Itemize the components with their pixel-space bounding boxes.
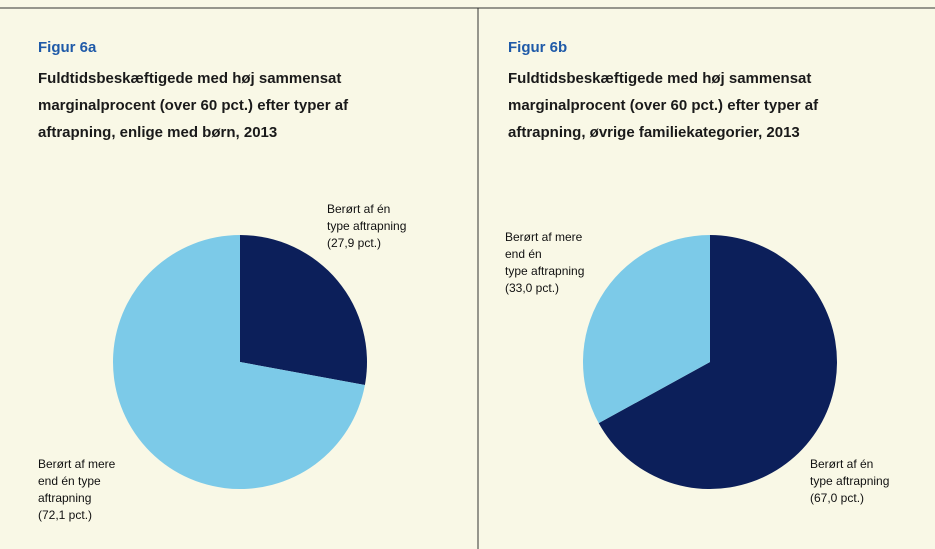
slice-label: Berørt af én [327, 202, 390, 216]
chart-title: Figur 6b [508, 39, 567, 56]
slice-label: Berørt af mere [38, 457, 116, 471]
slice-label: end én type [38, 474, 101, 488]
slice-value-label: (27,9 pct.) [327, 236, 381, 250]
slice-label: type aftrapning [810, 474, 889, 488]
chart-subtitle: Fuldtidsbeskæftigede med høj sammensat [38, 70, 341, 87]
chart-subtitle: aftrapning, enlige med børn, 2013 [38, 124, 277, 141]
slice-value-label: (72,1 pct.) [38, 508, 92, 522]
slice-label: type aftrapning [505, 264, 584, 278]
slice-value-label: (33,0 pct.) [505, 281, 559, 295]
pie-slice [583, 235, 710, 424]
slice-label: Berørt af mere [505, 230, 583, 244]
chart-subtitle: marginalprocent (over 60 pct.) efter typ… [508, 97, 819, 114]
slice-label: Berørt af én [810, 457, 873, 471]
chart-subtitle: aftrapning, øvrige familiekategorier, 20… [508, 124, 800, 141]
slice-value-label: (67,0 pct.) [810, 491, 864, 505]
pie-slice [598, 235, 838, 489]
pie-slice [112, 235, 365, 489]
chart-subtitle: marginalprocent (over 60 pct.) efter typ… [38, 97, 349, 114]
slice-label: end én [505, 247, 542, 261]
pie-slice [240, 235, 367, 386]
chart-subtitle: Fuldtidsbeskæftigede med høj sammensat [508, 70, 811, 87]
slice-label: type aftrapning [327, 219, 406, 233]
slice-label: aftrapning [38, 491, 91, 505]
chart-title: Figur 6a [38, 39, 97, 56]
